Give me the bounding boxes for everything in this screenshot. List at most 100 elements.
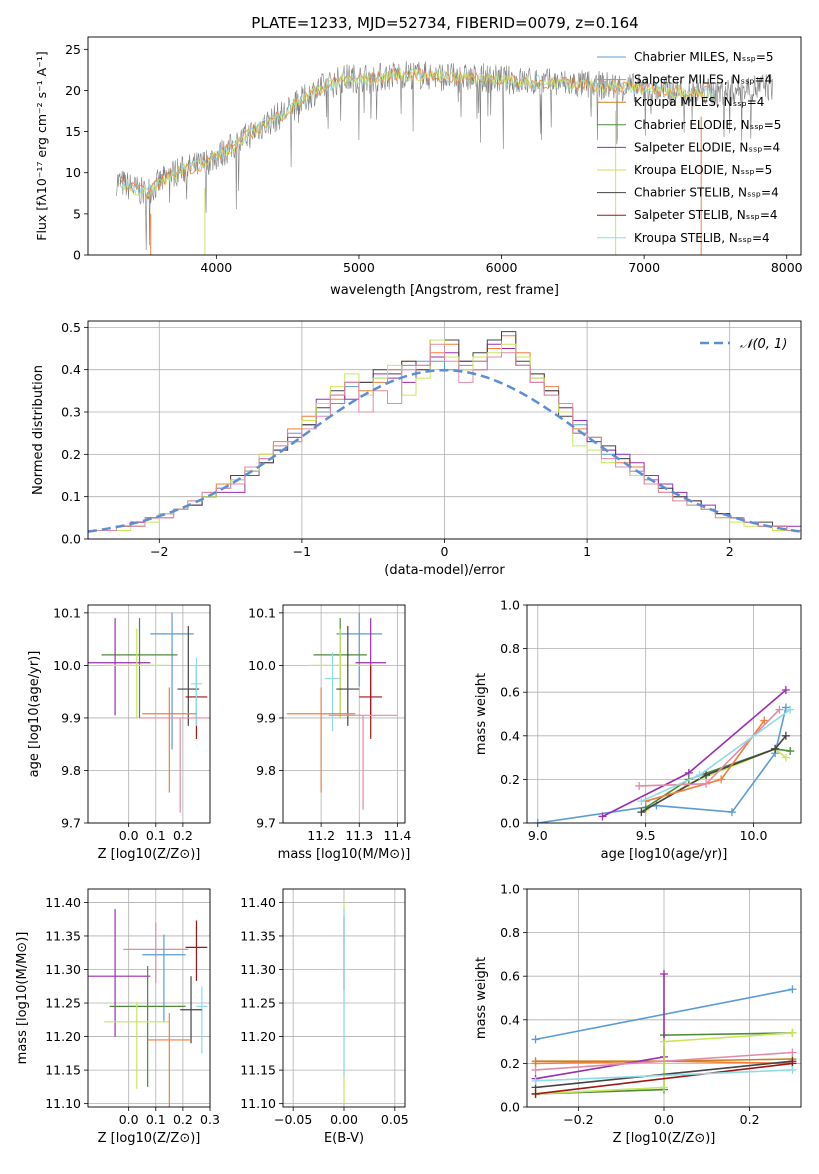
- y-tick-label: 11.15: [240, 1063, 276, 1078]
- normal-curve: [88, 368, 801, 533]
- y-tick-label: 11.10: [45, 1096, 81, 1111]
- y-tick-label: 9.9: [256, 710, 276, 725]
- y-tick-label: 0.0: [500, 816, 520, 831]
- y-tick-label: 11.40: [240, 895, 276, 910]
- spectrum-model-line: [121, 68, 716, 197]
- x-tick-label: 0.0: [119, 1112, 139, 1127]
- y-tick-label: 0.1: [61, 489, 81, 504]
- mass-vs-Z-grid: [88, 889, 211, 1107]
- weight-marker: [531, 1035, 540, 1044]
- y-axis-label: age [log10(age/yr)]: [27, 651, 42, 778]
- legend-label: 𝒩(0, 1): [740, 337, 787, 352]
- y-tick-label: 9.7: [256, 816, 276, 831]
- x-tick-label: 0.2: [173, 1112, 193, 1127]
- y-tick-label: 11.25: [240, 996, 276, 1011]
- legend-label: Chabrier MILES, Nₛₛₚ=5: [634, 50, 774, 64]
- x-tick-label: 8000: [771, 260, 803, 275]
- y-tick-label: 20: [65, 83, 81, 98]
- legend-label: Chabrier ELODIE, Nₛₛₚ=5: [634, 118, 781, 132]
- residuals-panel: −2 −1 0 1 2 0.0 0.1 0.2 0.3 0.4 0.5 𝒩(0, 1) (data-mo…: [31, 320, 802, 578]
- x-tick-label: 11.3: [345, 828, 373, 843]
- x-tick-label: 0.1: [146, 1112, 166, 1127]
- y-tick-label: 0.3: [61, 405, 81, 420]
- y-tick-label: 0.6: [500, 969, 520, 984]
- x-tick-label: 4000: [200, 260, 232, 275]
- x-tick-label: 0.05: [381, 1112, 409, 1127]
- weight-marker: [727, 808, 736, 817]
- x-tick-label: 11.2: [307, 828, 335, 843]
- y-tick-label: 0.4: [500, 1012, 520, 1027]
- weight-vs-Z-panel: −0.2 0.0 0.2 0.0 0.2 0.4 0.6 0.8 1.0 Z [log10(Z/Z…: [474, 882, 802, 1146]
- spectrum-plot-area: [116, 60, 773, 255]
- y-tick-label: 11.40: [45, 895, 81, 910]
- x-tick-label: 9.0: [528, 828, 548, 843]
- weight-marker: [786, 747, 795, 756]
- weight-marker: [533, 819, 542, 823]
- x-axis-label: (data-model)/error: [384, 563, 505, 578]
- weight-marker: [788, 1065, 797, 1074]
- weight-marker: [531, 1076, 540, 1085]
- y-tick-label: 9.7: [61, 816, 81, 831]
- x-axis-label: wavelength [Angstrom, rest frame]: [330, 283, 559, 298]
- y-tick-label: 11.30: [240, 962, 276, 977]
- y-tick-label: 0.0: [61, 532, 81, 547]
- weight-marker: [786, 705, 795, 714]
- weight-line: [535, 1032, 793, 1095]
- y-tick-label: 0.8: [500, 641, 520, 656]
- age-vs-mass-panel: 11.2 11.3 11.4 9.7 9.8 9.9 10.0 10.1 mass [log10…: [248, 604, 411, 862]
- x-axis-label: Z [log10(Z/Z⊙)]: [98, 847, 201, 862]
- x-tick-label: −0.05: [274, 1112, 312, 1127]
- figure-title: PLATE=1233, MJD=52734, FIBERID=0079, z=0…: [251, 14, 638, 32]
- y-axis-label: Flux [fλ10⁻¹⁷ erg cm⁻² s⁻¹ A⁻¹]: [34, 51, 49, 240]
- weight-line: [645, 748, 791, 809]
- weight-marker: [531, 1065, 540, 1074]
- x-tick-label: 0: [441, 544, 449, 559]
- weight-marker: [702, 779, 711, 788]
- legend-label: Salpeter MILES, Nₛₛₚ=4: [634, 73, 772, 87]
- y-tick-label: 11.25: [45, 996, 81, 1011]
- x-tick-label: 5000: [343, 260, 375, 275]
- age-vs-Z-panel: 0.0 0.1 0.2 9.7 9.8 9.9 10.0 10.1 Z [log10(Z/Z⊙)…: [27, 604, 211, 862]
- x-axis-label: E(B-V): [324, 1131, 364, 1146]
- y-tick-label: 1.0: [500, 882, 520, 897]
- y-tick-label: 11.30: [45, 962, 81, 977]
- weight-marker: [771, 744, 780, 753]
- weight-vs-age-frame: [526, 604, 802, 824]
- x-axis-label: Z [log10(Z/Z⊙)]: [613, 1131, 716, 1146]
- y-axis-label: mass weight: [474, 957, 489, 1039]
- weight-marker: [695, 771, 704, 780]
- weight-marker: [660, 1083, 668, 1092]
- legend-label: Kroupa ELODIE, Nₛₛₚ=5: [634, 163, 772, 177]
- histogram-step: [88, 343, 801, 539]
- x-tick-label: −2: [150, 544, 168, 559]
- weight-marker: [717, 775, 726, 784]
- mass-vs-ebv-panel: −0.05 0.00 0.05 11.10 11.15 11.20 11.25 11.30 11…: [240, 888, 409, 1146]
- x-tick-label: 1: [583, 544, 591, 559]
- y-tick-label: 11.35: [45, 928, 81, 943]
- y-tick-label: 0.4: [61, 362, 81, 377]
- y-tick-label: 15: [65, 124, 81, 139]
- weight-line: [535, 1060, 793, 1089]
- weight-marker: [660, 970, 668, 979]
- y-tick-label: 0.5: [61, 320, 81, 335]
- y-tick-label: 5: [73, 206, 81, 221]
- y-tick-label: 11.20: [240, 1029, 276, 1044]
- x-tick-label: 0.1: [146, 828, 166, 843]
- weight-marker: [788, 1048, 797, 1057]
- mass-vs-Z-plot-area: [88, 909, 208, 1107]
- x-tick-label: −1: [293, 544, 311, 559]
- weight-marker: [635, 781, 644, 790]
- x-tick-label: 0.3: [200, 1112, 220, 1127]
- x-axis-label: Z [log10(Z/Z⊙)]: [98, 1131, 201, 1146]
- weight-marker: [781, 731, 790, 740]
- x-tick-label: 0.00: [330, 1112, 358, 1127]
- y-tick-label: 0.2: [500, 772, 520, 787]
- y-tick-label: 11.20: [45, 1029, 81, 1044]
- y-tick-label: 10.1: [248, 605, 276, 620]
- age-vs-mass-plot-area: [286, 612, 398, 810]
- y-tick-label: 25: [65, 42, 81, 57]
- x-tick-label: 0.0: [654, 1112, 674, 1127]
- x-tick-label: 6000: [486, 260, 518, 275]
- x-tick-label: −0.2: [563, 1112, 593, 1127]
